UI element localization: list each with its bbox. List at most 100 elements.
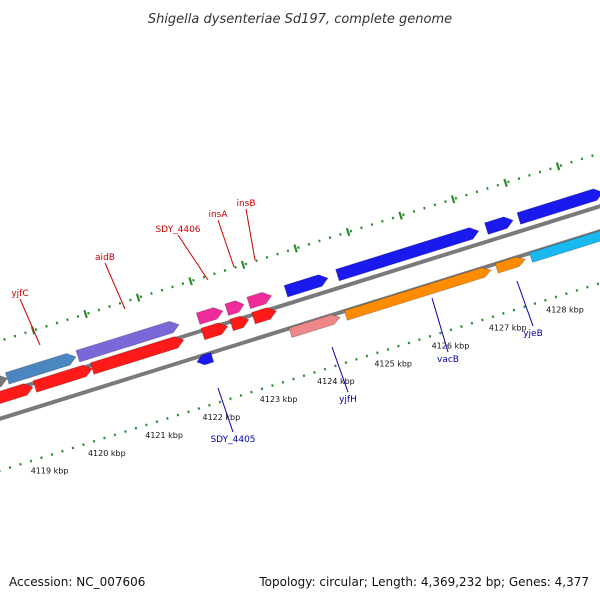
- guide-dot: [454, 196, 458, 200]
- guide-dot: [124, 430, 127, 433]
- guide-dot: [418, 338, 421, 342]
- tick-label: 4122 kbp: [203, 413, 241, 422]
- guide-dot: [355, 357, 358, 361]
- guide-dot: [8, 466, 12, 470]
- guide-dot: [407, 341, 411, 345]
- feature-yjfH-fwd: [283, 274, 329, 298]
- major-tick: [135, 293, 141, 302]
- gene-label-yjfc: yjfC: [11, 289, 28, 299]
- guide-dot: [239, 393, 243, 397]
- guide-dot: [82, 443, 85, 447]
- tick-label: 4126 kbp: [432, 341, 470, 350]
- guide-dot: [55, 321, 59, 325]
- guide-dot: [234, 265, 237, 269]
- guide-dot: [507, 180, 510, 184]
- guide-dot: [208, 403, 211, 407]
- guide-dot: [197, 407, 201, 410]
- guide-dot: [565, 292, 568, 296]
- guide-dot: [365, 354, 369, 358]
- guide-dot: [276, 252, 279, 256]
- major-tick: [188, 277, 193, 286]
- guide-dot: [271, 384, 274, 388]
- major-tick: [503, 178, 508, 187]
- gene-label-leader: [516, 280, 534, 327]
- guide-dot: [439, 331, 442, 335]
- feature-vacB: [343, 267, 492, 321]
- guide-dot: [192, 278, 195, 282]
- feature-red-rev-3: [89, 336, 185, 375]
- gene-label-sdy_4406: SDY_4406: [155, 225, 200, 235]
- tick-label: 4125 kbp: [374, 359, 412, 368]
- guide-dot: [171, 285, 174, 289]
- feature-aidB: [75, 320, 180, 363]
- guide-dot: [533, 302, 537, 305]
- guide-dot: [255, 259, 258, 263]
- guide-dot: [381, 219, 384, 223]
- guide-dot: [517, 177, 521, 181]
- guide-dot: [176, 413, 180, 417]
- gene-label-leader: [431, 297, 449, 353]
- guide-dot: [428, 334, 432, 338]
- guide-dot: [559, 164, 563, 167]
- guide-dot: [71, 446, 75, 450]
- guide-dot: [481, 318, 484, 322]
- guide-dot: [544, 298, 547, 302]
- gene-label-leader: [331, 346, 349, 393]
- guide-dot: [19, 462, 22, 466]
- guide-dot: [360, 226, 363, 230]
- guide-dot: [129, 298, 132, 302]
- guide-dot: [586, 285, 589, 289]
- guide-dot: [391, 216, 395, 220]
- major-tick: [240, 260, 246, 269]
- guide-dot: [166, 416, 169, 420]
- guide-dot: [402, 213, 405, 217]
- feature-insB: [246, 291, 273, 310]
- tick-label: 4124 kbp: [317, 377, 355, 386]
- guide-dot: [145, 423, 148, 427]
- guide-dot: [29, 459, 33, 463]
- feature-cyan: [529, 230, 600, 263]
- guide-dot: [66, 318, 69, 322]
- guide-dot: [575, 288, 579, 292]
- feature-red-rev-2: [32, 364, 93, 393]
- major-tick: [555, 162, 561, 171]
- feature-SDY-4405: [196, 351, 215, 366]
- guide-dot: [260, 387, 264, 391]
- tick-label: 4119 kbp: [31, 467, 69, 476]
- guide-dot: [244, 262, 248, 266]
- guide-dot: [502, 311, 505, 315]
- guide-dot: [223, 269, 227, 272]
- guide-dot: [344, 361, 348, 365]
- guide-dot: [334, 364, 337, 368]
- guide-dot: [213, 272, 216, 276]
- guide-dot: [465, 193, 468, 197]
- genome-summary-text: Topology: circular; Length: 4,369,232 bp…: [258, 575, 589, 589]
- gene-label-leader: [19, 298, 41, 346]
- guide-dot: [97, 308, 101, 312]
- guide-dot: [580, 157, 584, 161]
- tick-label: 4120 kbp: [88, 449, 126, 458]
- guide-dot: [449, 328, 453, 332]
- guide-dot: [187, 410, 190, 414]
- feature-insA: [224, 300, 245, 316]
- guide-dot: [444, 200, 447, 204]
- guide-dot: [302, 374, 306, 378]
- guide-dot: [286, 249, 290, 253]
- feature-vacB-fwd: [335, 227, 480, 282]
- guide-dot: [486, 187, 489, 190]
- guide-dot: [491, 315, 495, 319]
- guide-dot: [538, 170, 542, 174]
- guide-dot: [118, 301, 122, 305]
- guide-dot: [318, 239, 321, 243]
- inner-dotted-guide: [0, 282, 600, 472]
- major-tick: [83, 309, 88, 319]
- major-tick: [345, 227, 351, 237]
- guide-dot: [155, 420, 159, 424]
- gene-labels: yjfC aidB SDY_4406 insA insB SDY_4405 yjfH vacB…: [11, 199, 542, 445]
- feature-yjfC: [4, 353, 77, 385]
- guide-dot: [313, 371, 316, 374]
- guide-dot: [218, 400, 222, 404]
- gene-label-leader: [245, 208, 256, 261]
- guide-dot: [265, 255, 269, 259]
